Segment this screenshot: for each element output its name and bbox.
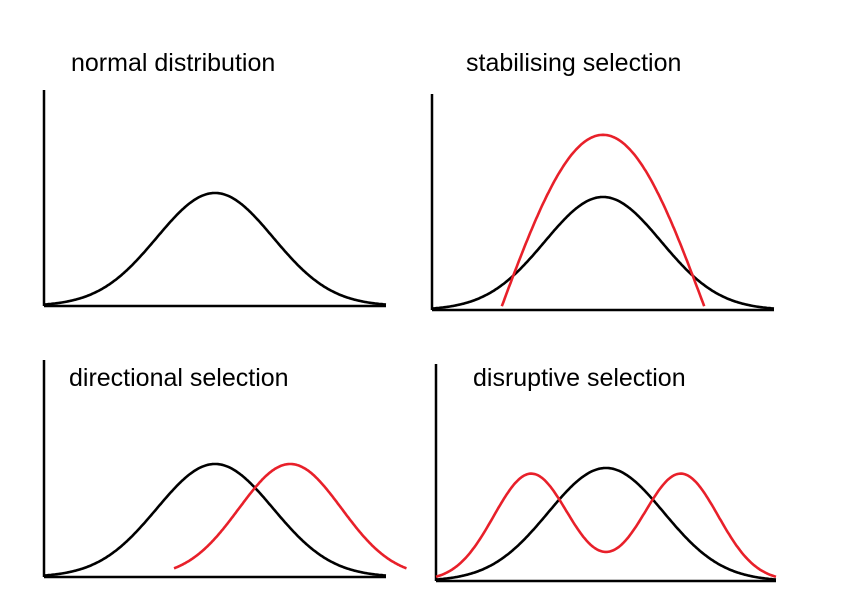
original-distribution-curve <box>43 462 387 577</box>
selected-distribution-curve <box>500 133 706 307</box>
title-normal-distribution: normal distribution <box>71 49 276 77</box>
original-distribution-curve <box>43 191 387 306</box>
original-distribution-curve <box>435 466 777 581</box>
title-directional-selection: directional selection <box>69 364 289 392</box>
selected-distribution-curve <box>173 462 407 570</box>
panel-directional-selection <box>42 360 407 579</box>
title-disruptive-selection: disruptive selection <box>473 364 686 392</box>
panel-stabilising-selection <box>430 94 775 312</box>
panel-disruptive-selection <box>434 364 777 583</box>
title-stabilising-selection: stabilising selection <box>466 49 682 77</box>
selected-distribution-curve <box>435 472 777 579</box>
panel-normal-distribution <box>42 90 387 308</box>
original-distribution-curve <box>431 195 775 310</box>
